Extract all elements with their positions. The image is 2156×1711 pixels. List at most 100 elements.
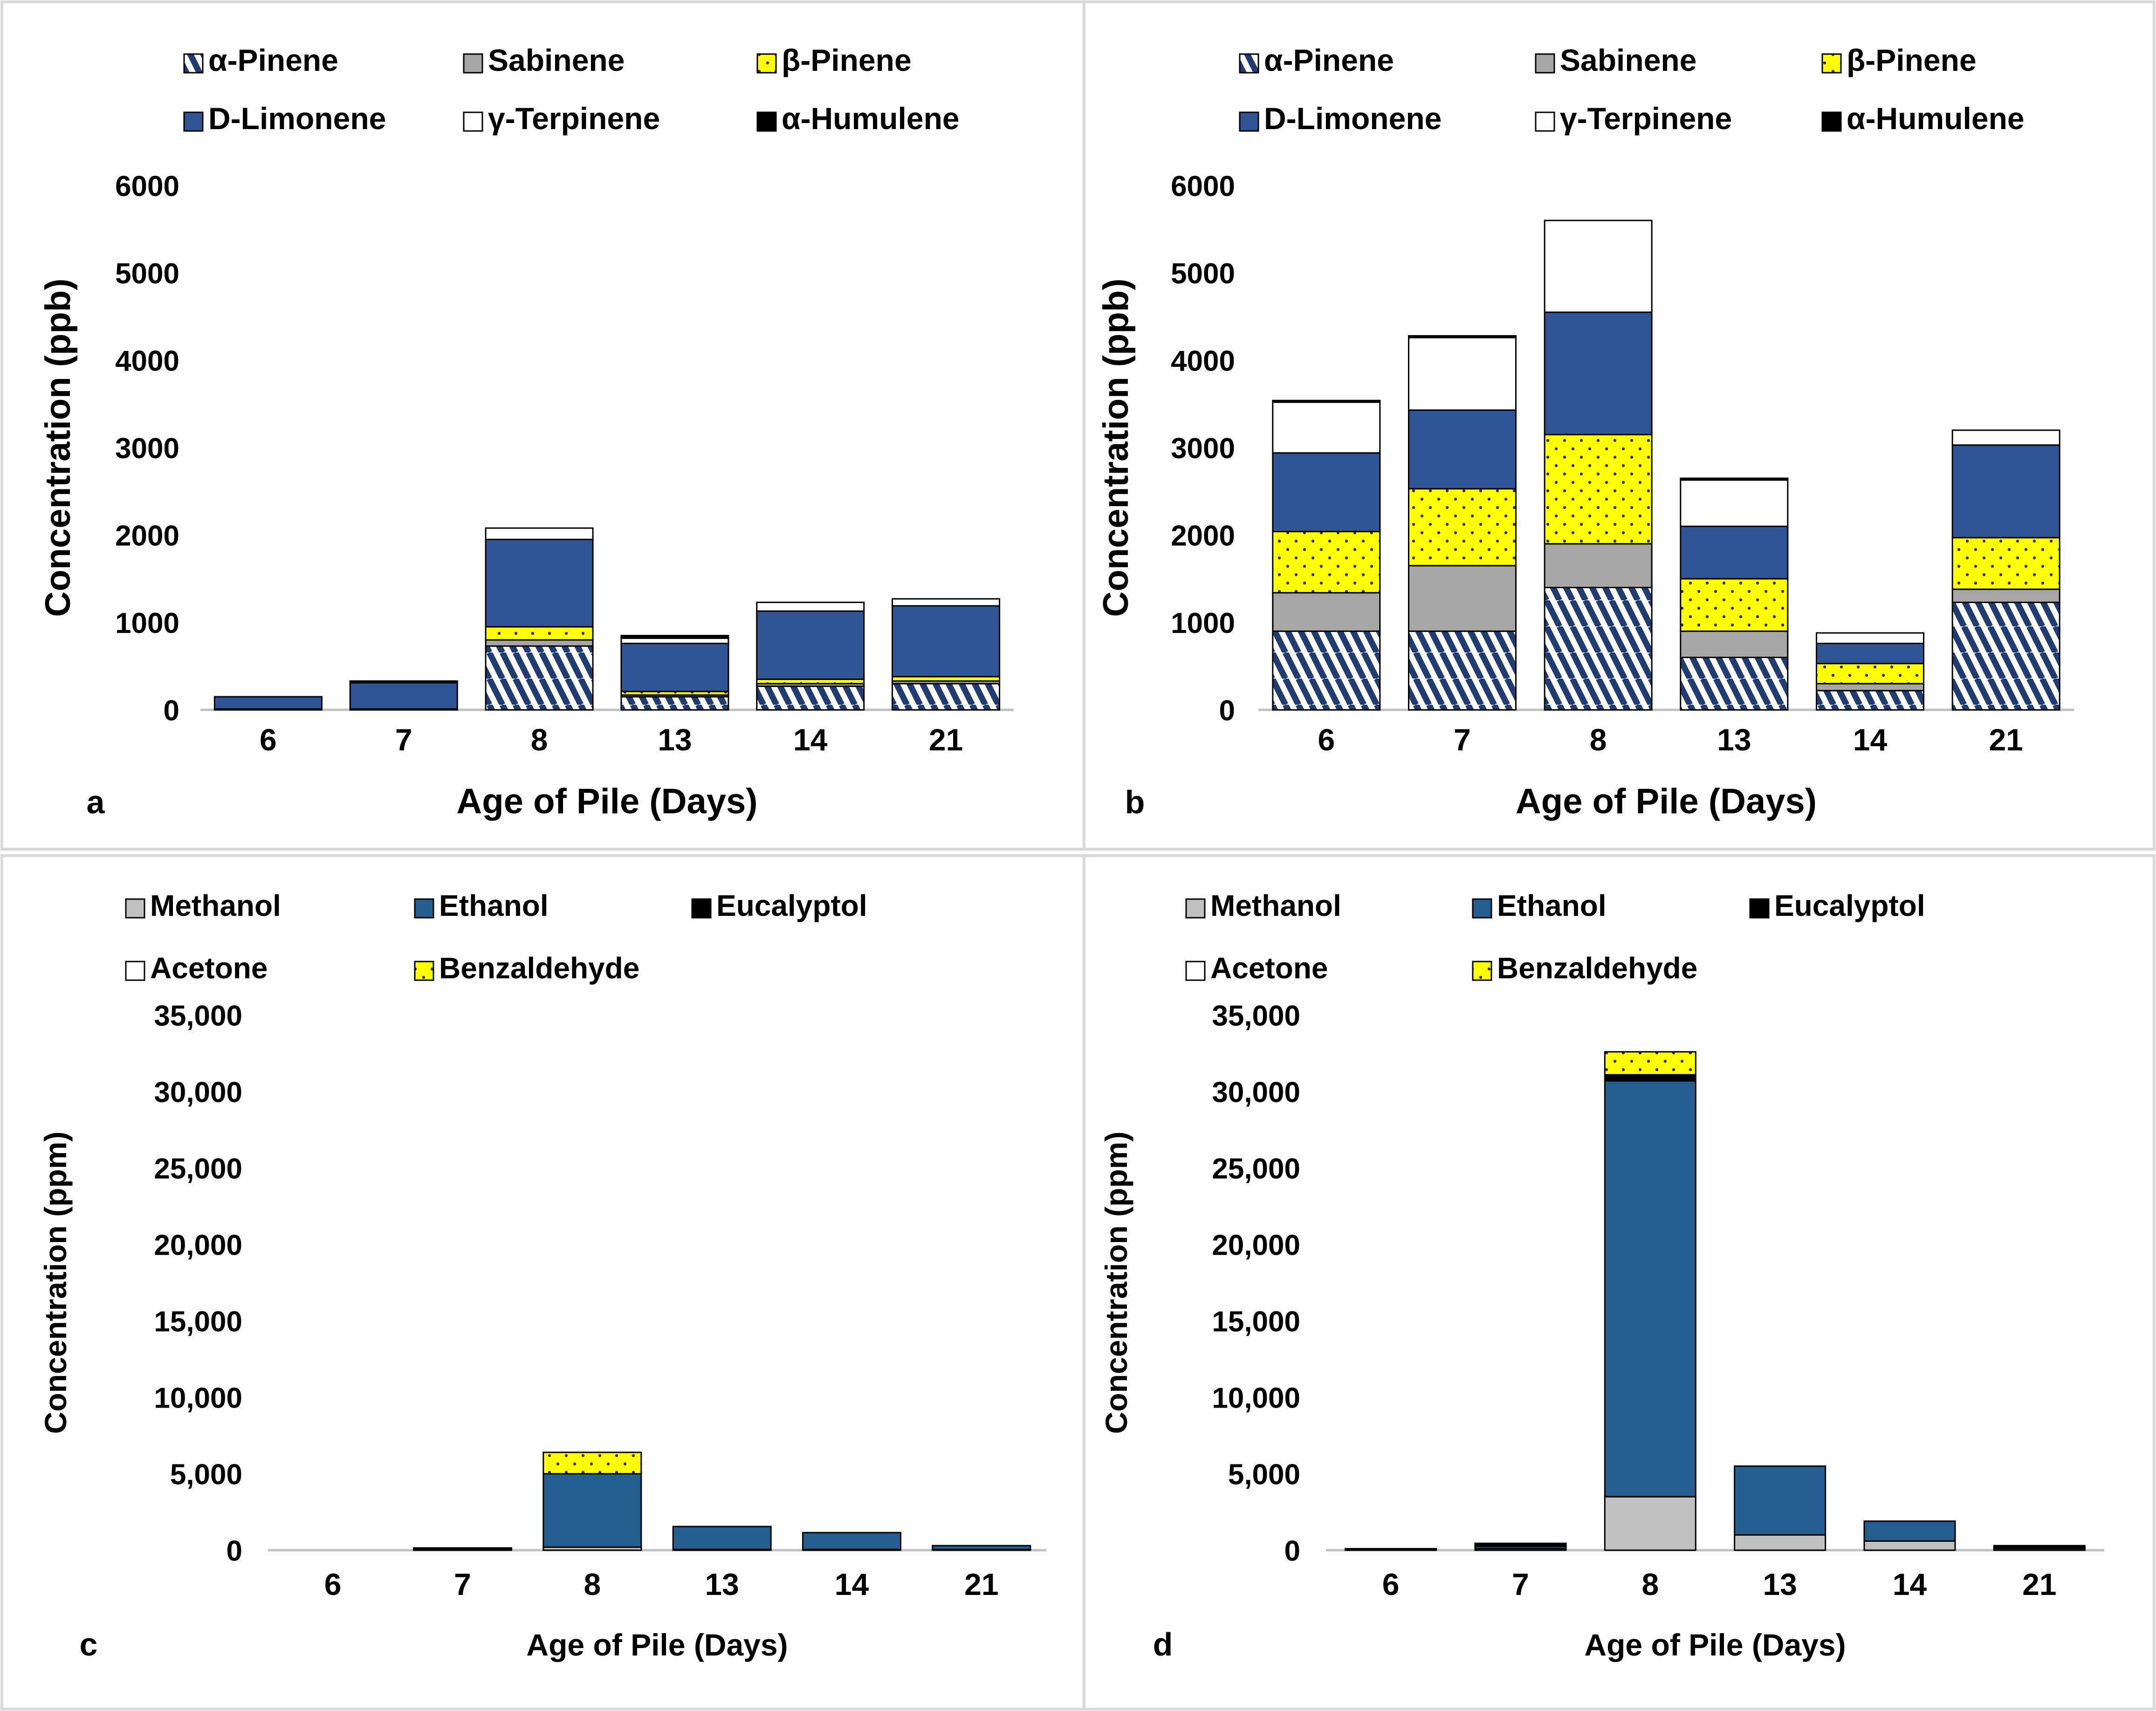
bar-segment-γ-Terpinene <box>1272 401 1381 454</box>
legend-swatch <box>1472 898 1492 919</box>
bar-segment-γ-Terpinene <box>1680 479 1789 527</box>
x-tick-label: 8 <box>531 722 548 757</box>
bar-segment-β-Pinene <box>485 626 594 641</box>
legend-label: α-Pinene <box>1264 43 1394 77</box>
bar-segment-Sabinene <box>1816 683 1924 692</box>
legend-swatch <box>463 111 483 132</box>
y-tick-label: 10,000 <box>154 1382 242 1414</box>
bar-segment-Sabinene <box>1408 565 1517 632</box>
legend-swatch <box>125 961 145 981</box>
x-tick-label: 14 <box>793 722 828 757</box>
legend-item: α-Humulene <box>1821 101 2025 136</box>
legend-swatch <box>1185 961 1206 981</box>
y-tick-label: 5000 <box>1171 258 1235 290</box>
bar-segment-Eucalyptol <box>1474 1542 1567 1547</box>
bar-segment-α-Pinene <box>892 683 1001 711</box>
legend-item: β-Pinene <box>756 43 912 77</box>
legend-label: Acetone <box>150 951 268 985</box>
bar-segment-β-Pinene <box>1680 578 1789 632</box>
bar-segment-Ethanol <box>932 1545 1031 1550</box>
bar-segment-Ethanol <box>802 1532 901 1550</box>
legend-item: Eucalyptol <box>1749 889 1925 922</box>
legend-swatch <box>1535 111 1555 132</box>
y-axis-label: Concentration (ppb) <box>1096 278 1136 617</box>
legend-swatch <box>414 898 434 919</box>
legend-swatch <box>183 111 204 132</box>
x-axis-label: Age of Pile (Days) <box>1516 782 1817 821</box>
bar-segment-Methanol <box>1604 1496 1696 1551</box>
bar-segment-γ-Terpinene <box>1544 220 1653 313</box>
y-tick-label: 0 <box>164 694 179 727</box>
y-tick-label: 25,000 <box>154 1153 242 1185</box>
x-tick-label: 7 <box>454 1567 471 1601</box>
y-tick-label: 5,000 <box>170 1458 242 1491</box>
bar-segment-D-Limonene <box>485 538 594 628</box>
legend-swatch <box>125 898 145 919</box>
legend-swatch <box>1239 111 1259 132</box>
y-axis-label: Concentration (ppb) <box>38 278 78 617</box>
legend-swatch <box>1535 53 1555 74</box>
legend-item: Sabinene <box>463 43 625 77</box>
x-tick-label: 21 <box>964 1567 998 1601</box>
bar-segment-D-Limonene <box>1408 409 1517 490</box>
legend-swatch <box>1185 898 1206 919</box>
legend-item: α-Pinene <box>183 43 338 77</box>
legend-swatch <box>691 898 712 919</box>
legend-item: α-Humulene <box>756 101 960 136</box>
bar-segment-β-Pinene <box>1816 663 1924 685</box>
bar-segment-α-Pinene <box>485 645 594 711</box>
bar-segment-γ-Terpinene <box>1816 632 1924 644</box>
legend-item: Sabinene <box>1535 43 1696 77</box>
y-tick-label: 15,000 <box>1212 1306 1300 1338</box>
y-tick-label: 25,000 <box>1212 1153 1300 1185</box>
bar-segment-γ-Terpinene <box>892 598 1001 607</box>
y-tick-label: 1000 <box>115 607 179 639</box>
legend: Methanol Ethanol Eucalyptol Acetone Benzalde… <box>1185 889 1925 985</box>
legend-label: Benzaldehyde <box>1497 951 1697 985</box>
bar-segment-Methanol <box>1863 1540 1956 1551</box>
x-tick-label: 8 <box>1590 722 1607 757</box>
y-tick-label: 3000 <box>115 433 179 465</box>
y-tick-label: 30,000 <box>154 1076 242 1108</box>
legend-swatch <box>1749 898 1770 919</box>
bar-segment-D-Limonene <box>1544 311 1653 435</box>
legend-label: Ethanol <box>1497 889 1607 922</box>
panel-label: b <box>1125 784 1145 820</box>
legend-item: D-Limonene <box>1239 101 1442 136</box>
bar-segment-D-Limonene <box>1680 525 1789 580</box>
panel-label: a <box>87 784 105 820</box>
bar-segment-Eucalyptol <box>1993 1545 2086 1548</box>
panel-b: 0 1000 2000 3000 4000 5000 6000 6 7 8 13 14 21 Age of… <box>1096 43 2074 821</box>
bar-segment-Eucalyptol <box>1604 1074 1696 1082</box>
legend-swatch <box>756 111 777 132</box>
bar-segment-Ethanol <box>1345 1548 1437 1550</box>
bar-segment-D-Limonene <box>620 643 729 693</box>
x-axis-label: Age of Pile (Days) <box>456 782 757 821</box>
x-tick-label: 14 <box>1853 722 1888 757</box>
bar-segment-β-Pinene <box>1951 537 2060 590</box>
x-tick-label: 21 <box>1989 722 2023 757</box>
x-tick-label: 8 <box>584 1567 601 1601</box>
y-tick-label: 5000 <box>115 258 179 290</box>
legend-label: Eucalyptol <box>1774 889 1925 922</box>
legend-swatch <box>1821 111 1842 132</box>
legend-label: β-Pinene <box>782 43 912 77</box>
y-tick-label: 15,000 <box>154 1306 242 1338</box>
bar-segment-α-Pinene <box>620 696 729 711</box>
y-tick-label: 6000 <box>1171 170 1235 202</box>
legend-item: Acetone <box>125 951 268 985</box>
legend-item: Methanol <box>125 889 281 922</box>
x-axis-label: Age of Pile (Days) <box>526 1628 788 1662</box>
x-tick-label: 13 <box>658 722 692 757</box>
bar-segment-β-Pinene <box>1544 433 1653 545</box>
x-tick-label: 7 <box>1454 722 1471 757</box>
legend-item: D-Limonene <box>183 101 386 136</box>
bar-segment-Benzaldehyde <box>1604 1051 1696 1076</box>
legend-item: γ-Terpinene <box>463 101 660 136</box>
legend-label: α-Pinene <box>208 43 338 77</box>
panel-a: 0 1000 2000 3000 4000 5000 6000 6 7 8 13 14 21 Age of… <box>38 43 1014 821</box>
legend-item: Ethanol <box>414 889 549 922</box>
x-tick-label: 13 <box>1717 722 1751 757</box>
